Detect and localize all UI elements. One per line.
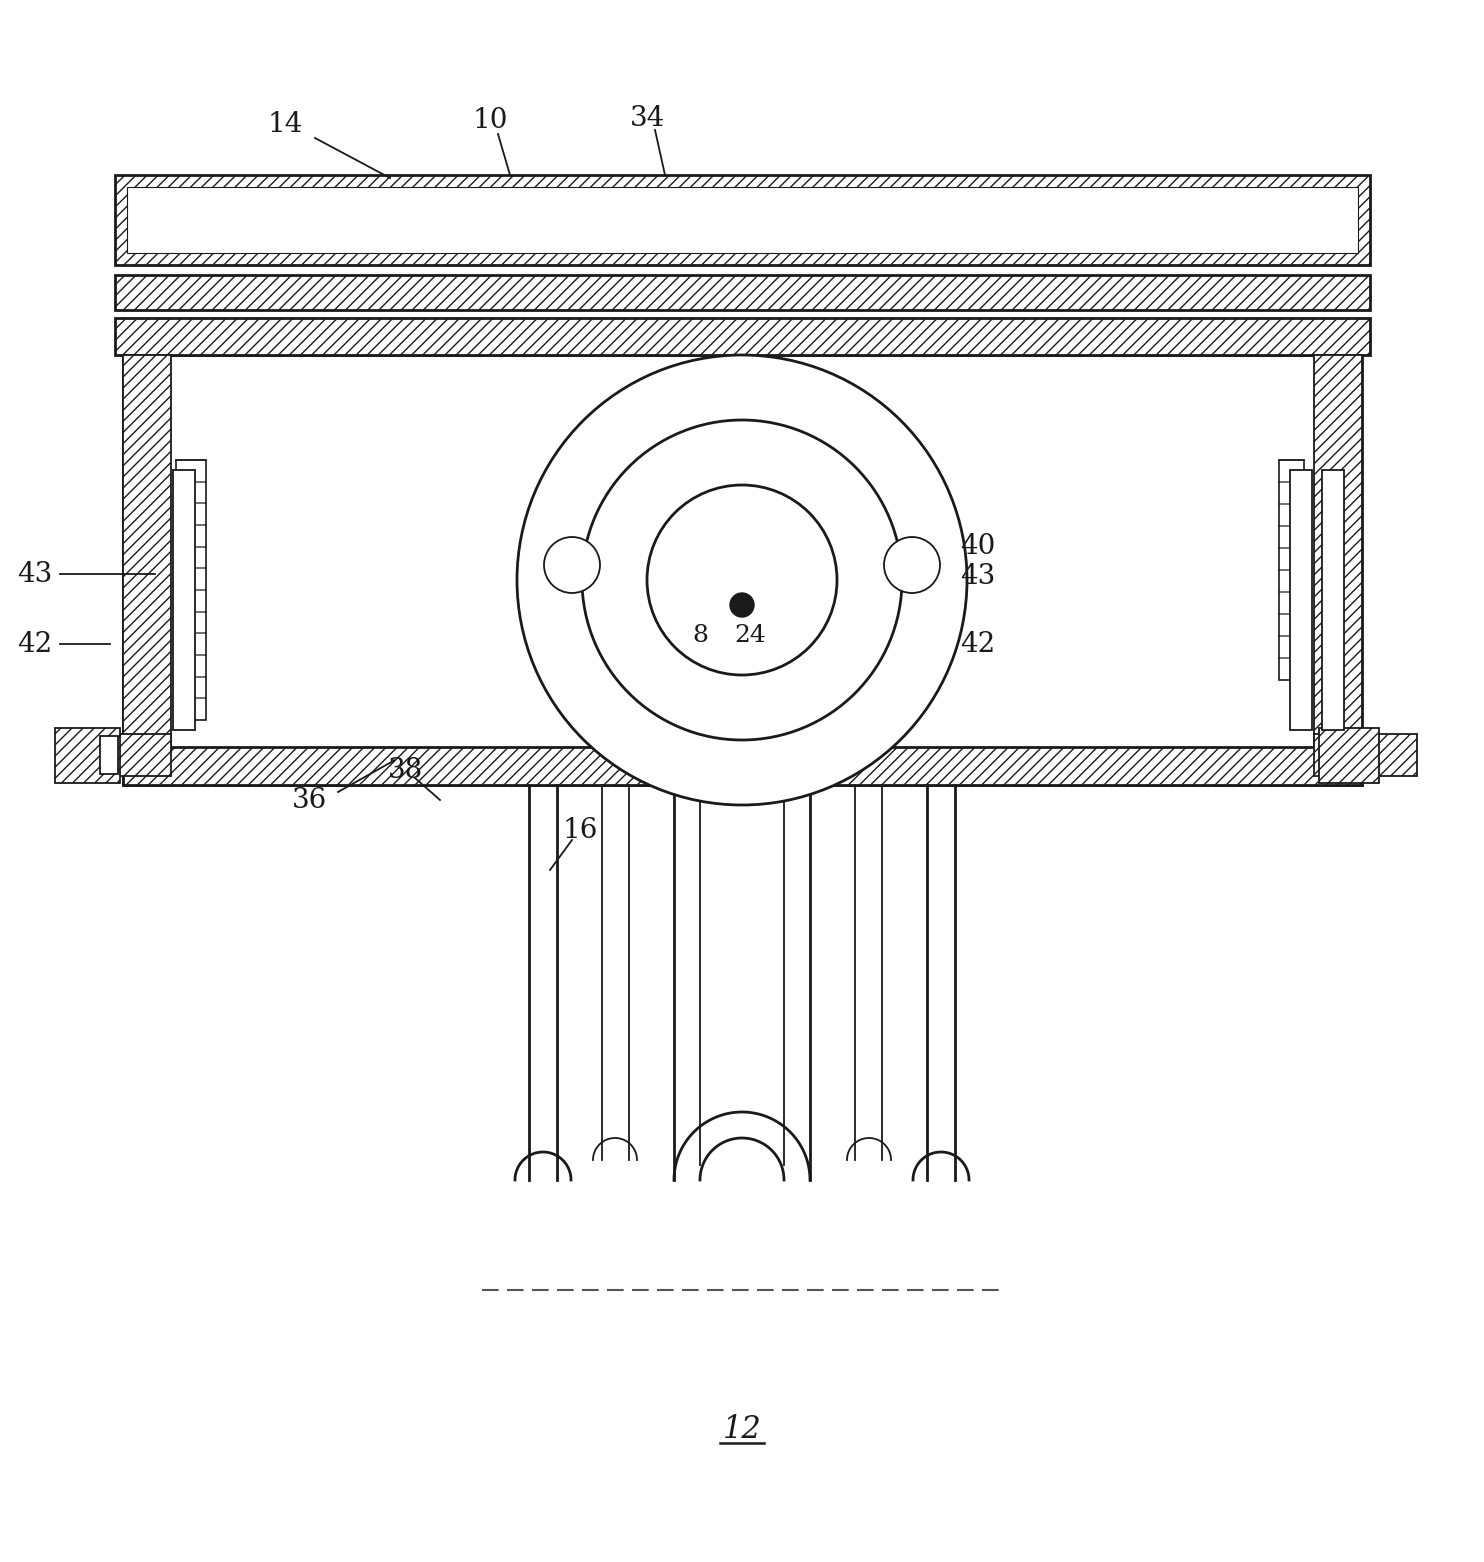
Bar <box>174 470 194 729</box>
Circle shape <box>516 355 968 804</box>
Bar <box>128 187 1358 253</box>
Text: 40: 40 <box>960 533 996 559</box>
Text: 38: 38 <box>387 756 423 784</box>
Text: 42: 42 <box>960 631 996 658</box>
Bar <box>1319 728 1379 783</box>
Bar <box>55 728 120 783</box>
Bar <box>114 275 1370 309</box>
Circle shape <box>730 594 754 617</box>
Circle shape <box>647 484 837 675</box>
Circle shape <box>884 537 939 594</box>
Text: 43: 43 <box>960 562 996 589</box>
Bar <box>114 319 1370 355</box>
Bar <box>68 734 171 776</box>
Text: 10: 10 <box>472 106 508 133</box>
Text: 43: 43 <box>16 561 52 587</box>
Text: 8: 8 <box>692 623 708 647</box>
Bar <box>1322 470 1345 729</box>
Text: 12: 12 <box>723 1415 761 1445</box>
Text: 34: 34 <box>631 105 666 131</box>
Bar <box>123 747 1362 786</box>
Text: 42: 42 <box>16 631 52 658</box>
Bar <box>1279 459 1304 679</box>
Bar <box>114 175 1370 266</box>
Bar <box>1290 470 1312 729</box>
Text: 14: 14 <box>267 111 303 139</box>
Text: 16: 16 <box>562 817 598 843</box>
Bar <box>177 459 206 720</box>
Text: 36: 36 <box>292 787 328 814</box>
Bar <box>99 736 119 775</box>
Bar <box>123 355 171 786</box>
Circle shape <box>545 537 600 594</box>
Circle shape <box>582 420 902 740</box>
Bar <box>1313 355 1362 786</box>
Text: 24: 24 <box>735 623 766 647</box>
Bar <box>1313 734 1417 776</box>
Bar <box>123 355 1362 786</box>
